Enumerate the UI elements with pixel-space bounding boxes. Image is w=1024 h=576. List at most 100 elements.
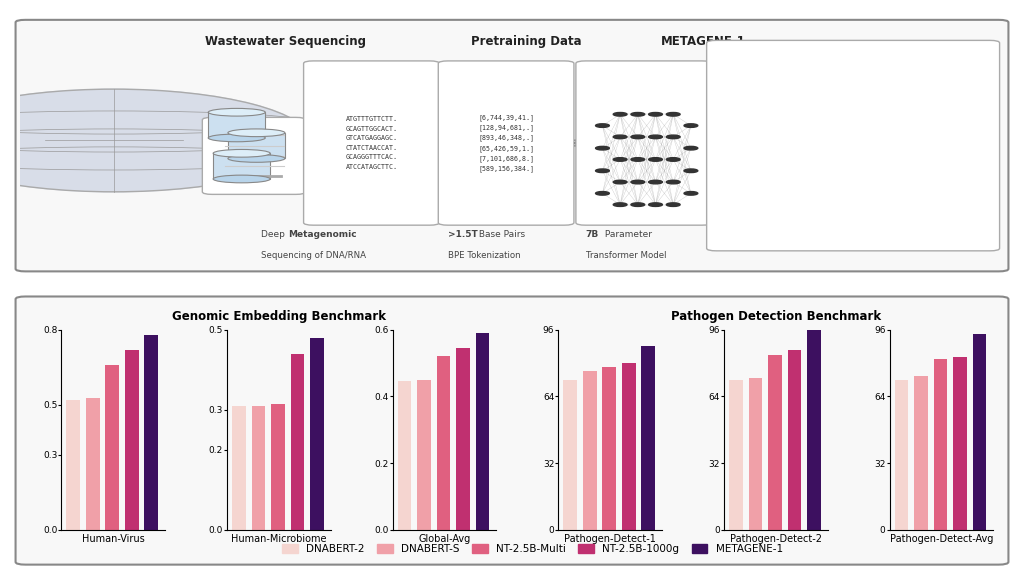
Bar bbox=[213, 153, 270, 179]
Bar bbox=[271, 404, 285, 530]
Circle shape bbox=[0, 89, 310, 192]
Circle shape bbox=[667, 180, 680, 184]
Bar bbox=[807, 329, 821, 530]
Text: [6,744,39,41.]
[128,94,681,.]
[893,46,348,.]
[65,426,59,1.]
[7,101,686,8.]
[589,: [6,744,39,41.] [128,94,681,.] [893,46,34… bbox=[478, 114, 535, 172]
Bar bbox=[476, 333, 489, 530]
Bar bbox=[436, 357, 451, 530]
Circle shape bbox=[613, 158, 627, 161]
FancyBboxPatch shape bbox=[707, 40, 999, 251]
FancyBboxPatch shape bbox=[15, 297, 1009, 564]
Ellipse shape bbox=[228, 154, 285, 162]
Bar bbox=[252, 406, 265, 530]
Bar bbox=[895, 380, 908, 530]
Circle shape bbox=[667, 203, 680, 206]
Bar bbox=[749, 378, 762, 530]
Text: BPE Tokenization: BPE Tokenization bbox=[449, 251, 521, 260]
Bar bbox=[105, 365, 119, 530]
Bar bbox=[417, 380, 431, 530]
Ellipse shape bbox=[228, 129, 285, 137]
Text: Learned representations: Learned representations bbox=[734, 161, 840, 170]
Bar bbox=[144, 335, 158, 530]
X-axis label: Human-Virus: Human-Virus bbox=[82, 534, 144, 544]
Circle shape bbox=[631, 112, 645, 116]
Bar bbox=[125, 350, 138, 530]
Text: Species classification: Species classification bbox=[734, 196, 826, 205]
Text: METAGENE-1: METAGENE-1 bbox=[662, 35, 746, 48]
Text: Base Pairs: Base Pairs bbox=[475, 230, 524, 239]
Bar bbox=[934, 359, 947, 530]
Circle shape bbox=[684, 146, 697, 150]
Circle shape bbox=[684, 192, 697, 195]
FancyBboxPatch shape bbox=[438, 61, 573, 225]
Bar bbox=[641, 346, 655, 530]
Circle shape bbox=[613, 112, 627, 116]
Ellipse shape bbox=[213, 149, 270, 157]
FancyBboxPatch shape bbox=[203, 118, 305, 194]
Ellipse shape bbox=[213, 175, 270, 183]
Circle shape bbox=[648, 158, 663, 161]
Ellipse shape bbox=[208, 108, 265, 116]
Bar bbox=[787, 350, 801, 530]
Text: Metagenomic: Metagenomic bbox=[288, 230, 356, 239]
Bar bbox=[914, 376, 928, 530]
Ellipse shape bbox=[208, 134, 265, 142]
Text: Pathogen Detection Benchmark: Pathogen Detection Benchmark bbox=[671, 310, 881, 323]
Circle shape bbox=[631, 158, 645, 161]
FancyBboxPatch shape bbox=[303, 61, 439, 225]
Bar bbox=[602, 367, 616, 530]
Circle shape bbox=[684, 169, 697, 173]
Circle shape bbox=[596, 192, 609, 195]
Bar bbox=[457, 348, 470, 530]
X-axis label: Human-Microbiome: Human-Microbiome bbox=[231, 534, 327, 544]
Bar bbox=[768, 355, 781, 530]
Bar bbox=[583, 372, 597, 530]
X-axis label: Global-Avg: Global-Avg bbox=[419, 534, 471, 544]
Circle shape bbox=[648, 203, 663, 206]
Bar bbox=[86, 399, 99, 530]
Circle shape bbox=[596, 146, 609, 150]
Text: Deep: Deep bbox=[261, 230, 288, 239]
Text: Transformer Model: Transformer Model bbox=[586, 251, 667, 260]
Text: ATGTTTGTTCTT.
GCAGTTGGCACT.
GTCATGAGGAGC.
CTATCTAACCAT.
GCAGGGTTTCAC.
ATCCATAGCT: ATGTTTGTTCTT. GCAGTTGGCACT. GTCATGAGGAGC… bbox=[345, 116, 397, 170]
Circle shape bbox=[631, 180, 645, 184]
Circle shape bbox=[631, 203, 645, 206]
Circle shape bbox=[596, 169, 609, 173]
Bar bbox=[208, 112, 265, 138]
X-axis label: Pathogen-Detect-Avg: Pathogen-Detect-Avg bbox=[890, 534, 993, 544]
Legend: DNABERT-2, DNABERT-S, NT-2.5B-Multi, NT-2.5B-1000g, METAGENE-1: DNABERT-2, DNABERT-S, NT-2.5B-Multi, NT-… bbox=[278, 540, 787, 558]
Text: Parameter: Parameter bbox=[602, 230, 652, 239]
Text: 7B: 7B bbox=[586, 230, 599, 239]
Bar bbox=[67, 400, 80, 530]
Circle shape bbox=[613, 135, 627, 139]
FancyBboxPatch shape bbox=[15, 20, 1009, 271]
Bar bbox=[953, 357, 967, 530]
Text: Sequencing of DNA/RNA: Sequencing of DNA/RNA bbox=[261, 251, 367, 260]
Text: Pathogen detection: Pathogen detection bbox=[734, 92, 818, 100]
Bar bbox=[291, 354, 304, 530]
Text: Sequence embedding: Sequence embedding bbox=[734, 56, 828, 66]
Bar bbox=[232, 406, 246, 530]
Circle shape bbox=[613, 180, 627, 184]
Text: Pretraining Data: Pretraining Data bbox=[471, 35, 582, 48]
Circle shape bbox=[648, 135, 663, 139]
Circle shape bbox=[596, 124, 609, 127]
Bar bbox=[228, 133, 285, 158]
Text: Read infilling/extension: Read infilling/extension bbox=[734, 126, 836, 135]
X-axis label: Pathogen-Detect-1: Pathogen-Detect-1 bbox=[564, 534, 656, 544]
Bar bbox=[310, 338, 324, 530]
Circle shape bbox=[648, 180, 663, 184]
Circle shape bbox=[684, 124, 697, 127]
Text: Wastewater Sequencing: Wastewater Sequencing bbox=[206, 35, 367, 48]
Text: Anomaly detection: Anomaly detection bbox=[734, 231, 815, 240]
FancyBboxPatch shape bbox=[575, 61, 712, 225]
Circle shape bbox=[667, 135, 680, 139]
X-axis label: Pathogen-Detect-2: Pathogen-Detect-2 bbox=[730, 534, 822, 544]
Circle shape bbox=[667, 158, 680, 161]
Bar bbox=[729, 380, 742, 530]
Text: Genomic Embedding Benchmark: Genomic Embedding Benchmark bbox=[172, 310, 386, 323]
Circle shape bbox=[667, 112, 680, 116]
Bar bbox=[973, 334, 986, 530]
Bar bbox=[397, 381, 412, 530]
Circle shape bbox=[648, 112, 663, 116]
Circle shape bbox=[631, 135, 645, 139]
